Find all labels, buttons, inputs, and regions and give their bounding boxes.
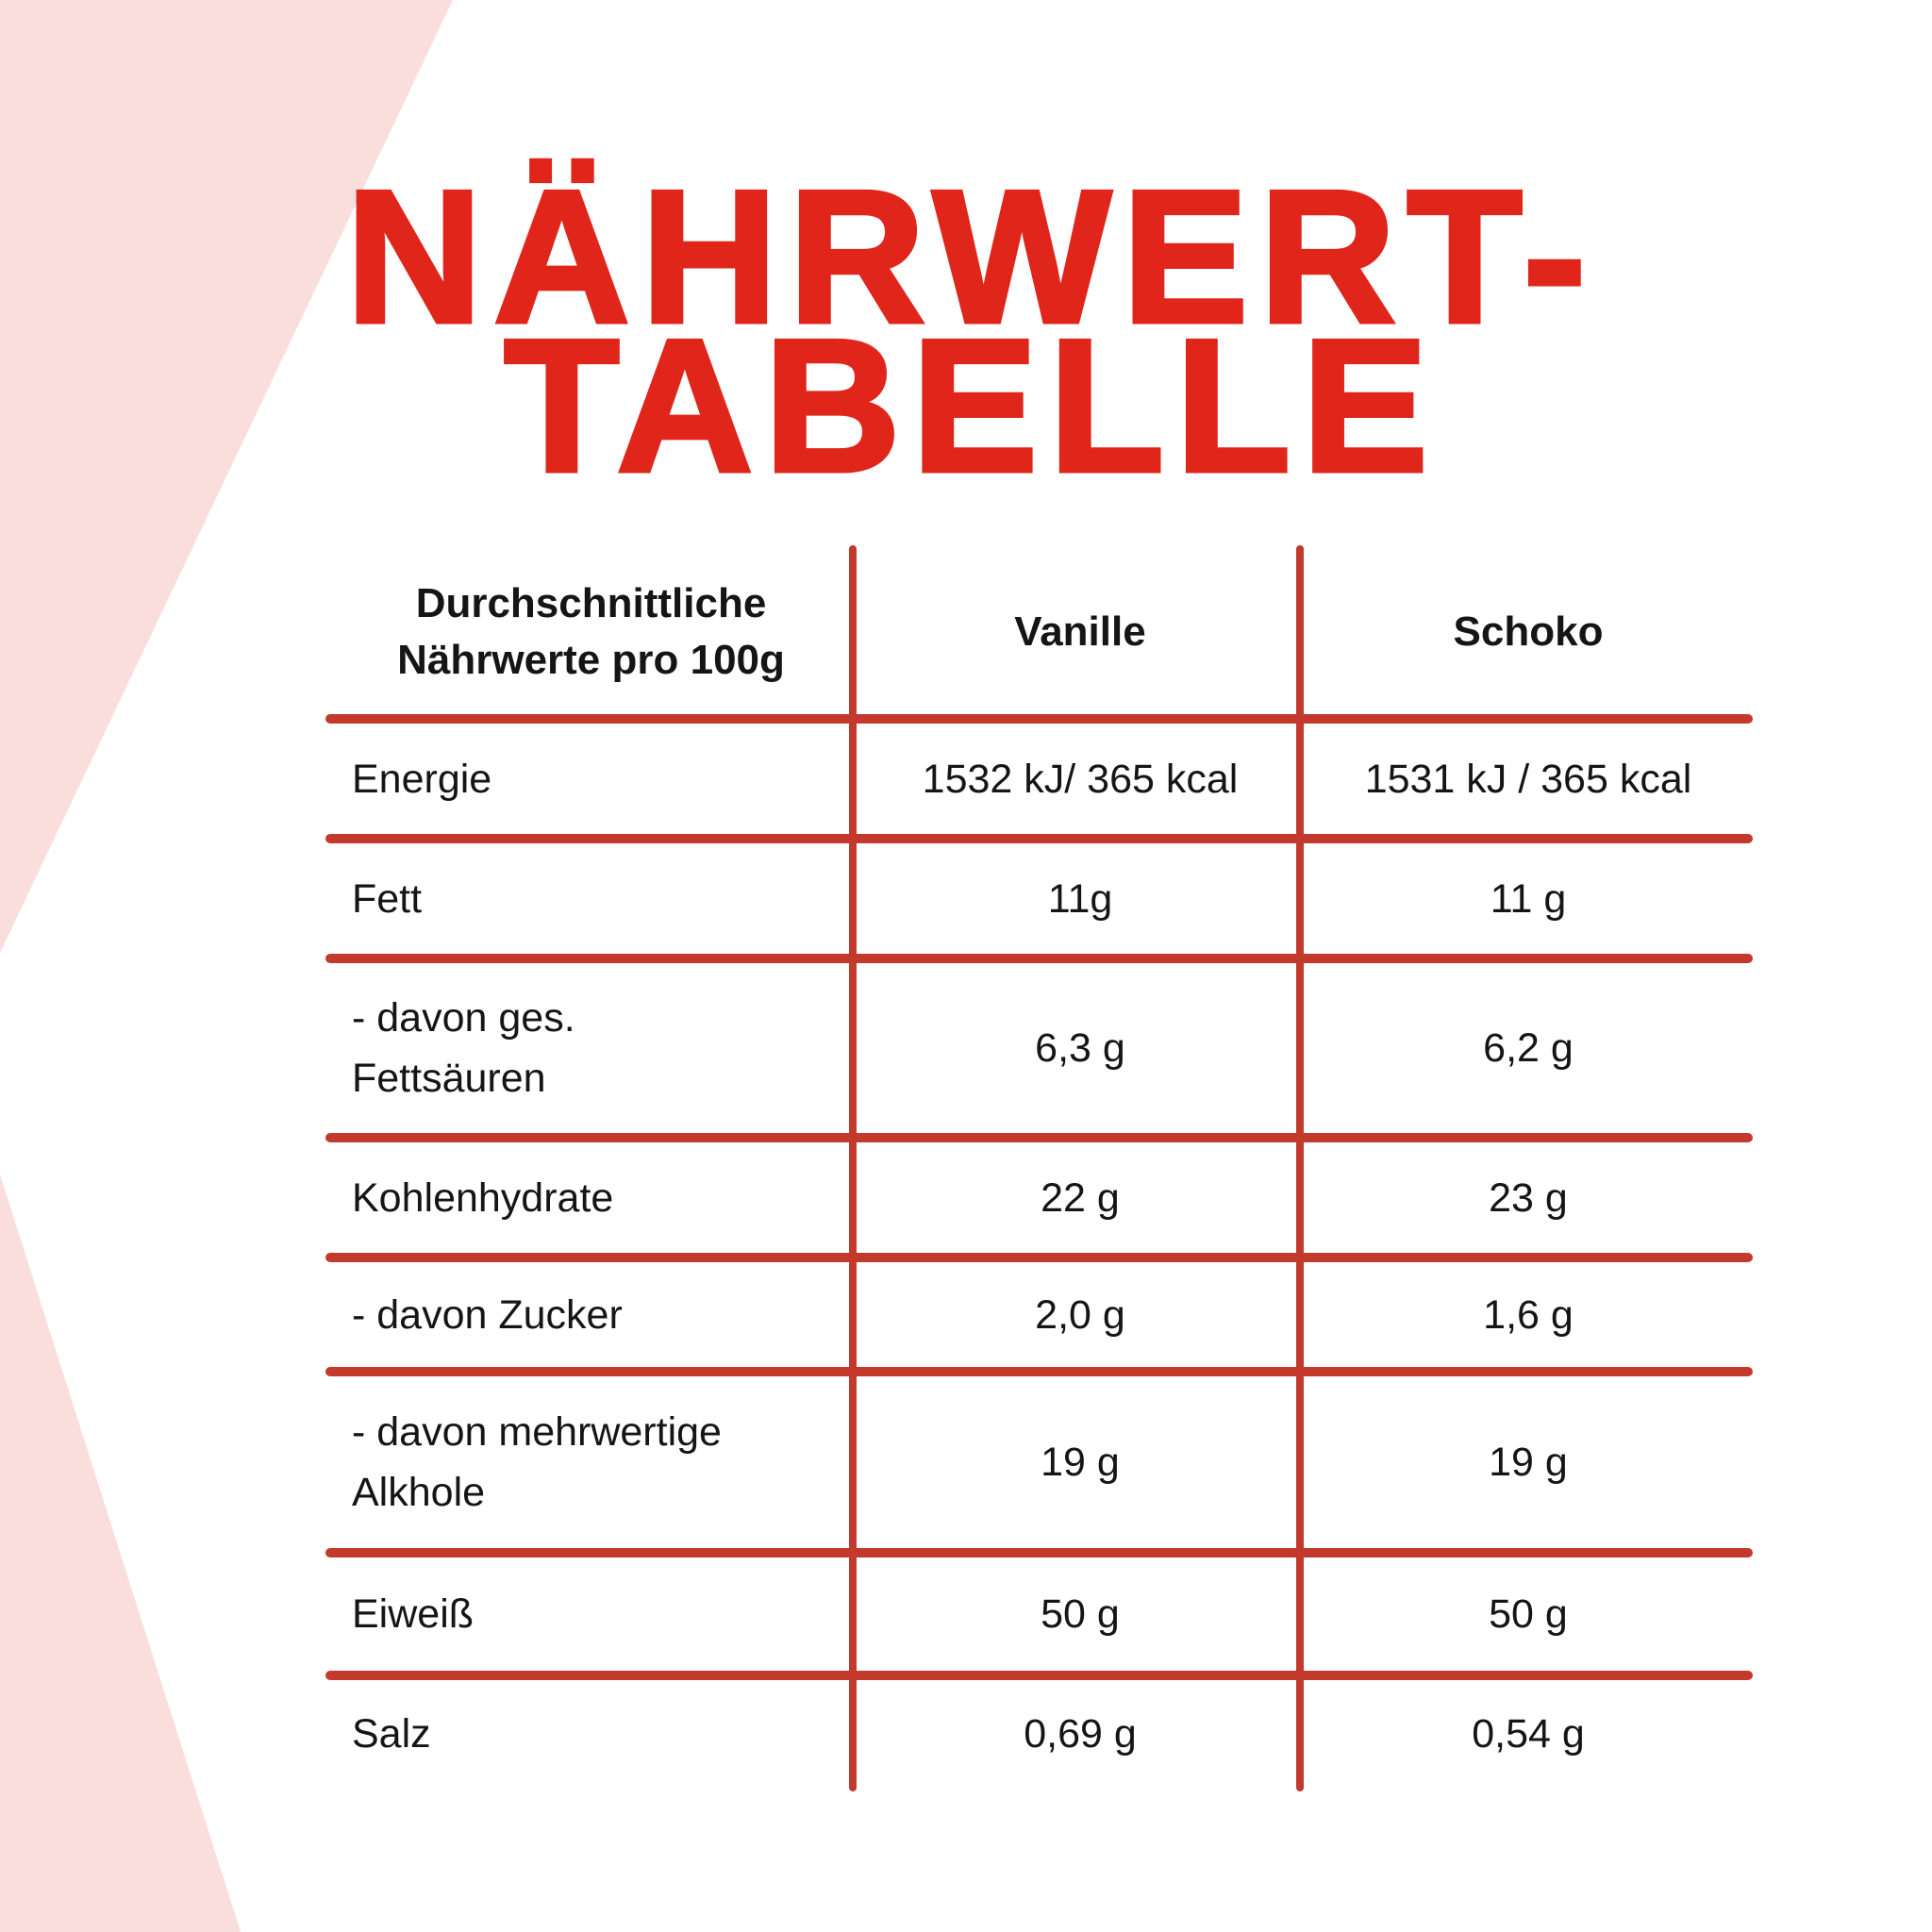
value-fett-schoko: 11 g <box>1490 875 1567 922</box>
nutrition-table-grid: Durchschnittliche Nährwerte pro 100g Van… <box>325 545 1753 1791</box>
table-rule-vertical-1 <box>849 545 857 1791</box>
value-energie-vanille: 1532 kJ/ 365 kcal <box>922 756 1239 802</box>
nutrition-table: Durchschnittliche Nährwerte pro 100g Van… <box>325 545 1753 1791</box>
value-salz-schoko: 0,54 g <box>1472 1710 1585 1757</box>
page-title-line-2: TABELLE <box>502 301 1440 511</box>
table-rule-horizontal-fett <box>325 954 1753 963</box>
row-label-eiweiss: Eiweiß <box>352 1591 475 1637</box>
value-salz-vanille: 0,69 g <box>1024 1710 1137 1757</box>
value-ges-fettsaeuren-vanille: 6,3 g <box>1035 1025 1125 1071</box>
table-rule-vertical-2 <box>1296 545 1304 1791</box>
value-fett-vanille: 11g <box>1047 875 1113 922</box>
value-kohlenhydrate-vanille: 22 g <box>1041 1174 1120 1221</box>
column-header-nutrients-per-100g: Durchschnittliche Nährwerte pro 100g <box>397 580 785 683</box>
value-mehrwertige-alkhole-vanille: 19 g <box>1041 1440 1120 1485</box>
page-title-line-1: NÄHRWERT- <box>343 152 1598 362</box>
value-kohlenhydrate-schoko: 23 g <box>1489 1174 1568 1221</box>
page-title: NÄHRWERT- TABELLE <box>6 152 1932 511</box>
table-rule-horizontal-eiweiss <box>325 1671 1753 1680</box>
table-rule-horizontal-zucker <box>325 1367 1753 1376</box>
value-zucker-schoko: 1,6 g <box>1483 1291 1574 1338</box>
table-rule-horizontal-kohlenhydrate <box>325 1253 1753 1262</box>
value-eiweiss-schoko: 50 g <box>1489 1591 1568 1637</box>
table-rule-horizontal-header <box>325 714 1753 724</box>
row-label-mehrwertige-alkhole: - davon mehrwertige Alkhole <box>352 1409 722 1515</box>
row-label-energie: Energie <box>352 756 492 802</box>
table-rule-horizontal-fettsaeuren <box>325 1133 1753 1142</box>
row-label-zucker: - davon Zucker <box>352 1291 623 1338</box>
value-mehrwertige-alkhole-schoko: 19 g <box>1489 1440 1568 1485</box>
row-label-salz: Salz <box>352 1710 431 1757</box>
value-eiweiss-vanille: 50 g <box>1041 1591 1120 1637</box>
column-header-schoko: Schoko <box>1453 608 1604 655</box>
row-label-kohlenhydrate: Kohlenhydrate <box>352 1174 614 1221</box>
row-label-ges-fettsaeuren: - davon ges. Fettsäuren <box>352 995 575 1101</box>
row-label-fett: Fett <box>352 875 423 922</box>
value-ges-fettsaeuren-schoko: 6,2 g <box>1483 1025 1574 1071</box>
value-zucker-vanille: 2,0 g <box>1035 1291 1125 1338</box>
column-header-vanille: Vanille <box>1014 608 1146 655</box>
value-energie-schoko: 1531 kJ / 365 kcal <box>1364 756 1692 802</box>
table-rule-horizontal-energie <box>325 834 1753 843</box>
table-rule-horizontal-alkhole <box>325 1548 1753 1557</box>
